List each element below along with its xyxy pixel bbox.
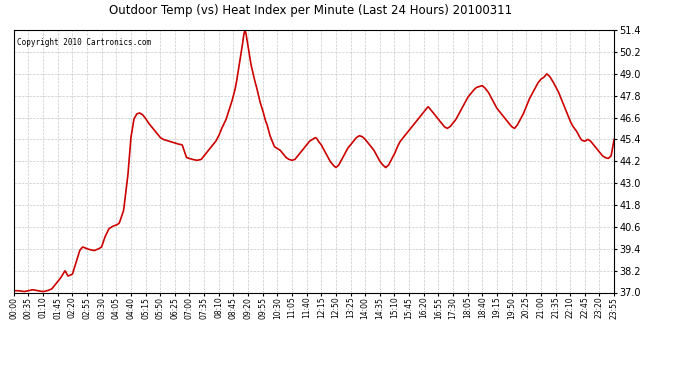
Text: Outdoor Temp (vs) Heat Index per Minute (Last 24 Hours) 20100311: Outdoor Temp (vs) Heat Index per Minute … [109,4,512,17]
Text: Copyright 2010 Cartronics.com: Copyright 2010 Cartronics.com [17,38,151,47]
